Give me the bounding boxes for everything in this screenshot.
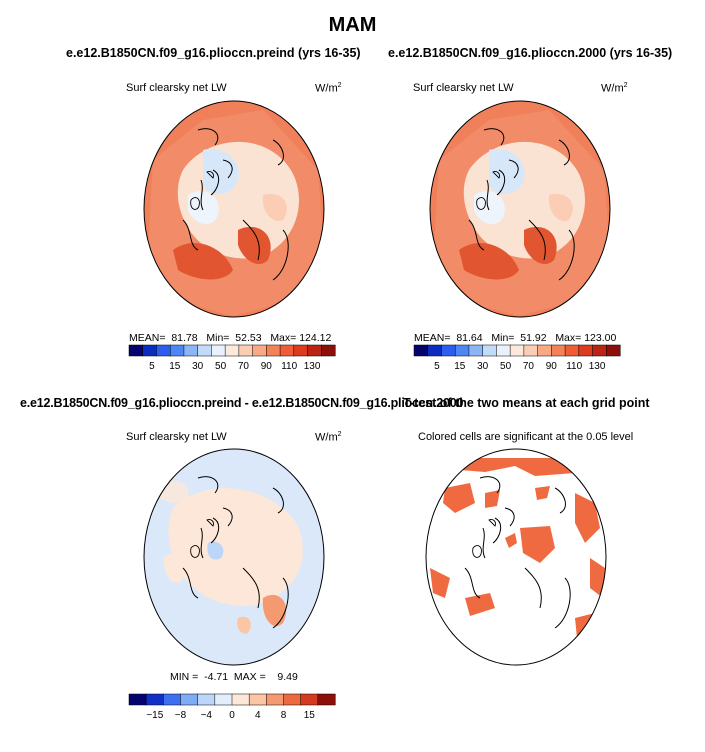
colorbar-tick-label: 70	[523, 361, 535, 372]
colorbar-cell	[252, 344, 267, 357]
colorbar-tick-label: 5	[149, 361, 155, 372]
panel1-map	[143, 100, 325, 318]
colorbar-cell	[307, 344, 322, 357]
panel2-subtitle: Surf clearsky net LW	[413, 82, 514, 94]
panel3-stats: MIN = -4.71 MAX = 9.49	[170, 671, 298, 683]
colorbar-cell	[482, 344, 497, 357]
colorbar-tick-label: 90	[261, 361, 273, 372]
colorbar-tick-label: 70	[238, 361, 250, 372]
colorbar-tick-label: 15	[454, 361, 466, 372]
panel4-map	[425, 448, 607, 666]
colorbar-tick-label: 50	[500, 361, 512, 372]
colorbar-cell	[279, 344, 295, 357]
colorbar-cell	[592, 344, 607, 357]
colorbar-cell	[441, 344, 456, 357]
colorbar-tick-label: 90	[546, 361, 558, 372]
panel2-colorbar: 5 15 30 50 70 90 110 130	[413, 344, 621, 372]
colorbar-cell	[321, 344, 336, 357]
panel3-units: W/m2	[315, 431, 342, 444]
colorbar-tick-label: −8	[175, 710, 187, 721]
panel2-stats: MEAN= 81.64 Min= 51.92 Max= 123.00	[414, 332, 617, 344]
colorbar-tick-label: 8	[281, 710, 287, 721]
colorbar-cell	[169, 344, 185, 357]
colorbar-cell	[266, 693, 285, 706]
panel3-colorbar: −15 −8 −4 0 4 8 15	[128, 693, 336, 721]
colorbar-tick-label: 130	[589, 361, 606, 372]
panel2-title: e.e12.B1850CN.f09_g16.plioccn.2000 (yrs …	[388, 46, 673, 60]
panel1-colorbar: 5 15 30 50 70 90 110 130	[128, 344, 336, 372]
colorbar-cell	[454, 344, 470, 357]
panel4-title: T-test of the two means at each grid poi…	[403, 396, 650, 410]
panel1-subtitle: Surf clearsky net LW	[126, 82, 227, 94]
colorbar-cell	[214, 693, 233, 706]
colorbar-cell	[238, 344, 254, 357]
colorbar-cell	[231, 693, 250, 706]
colorbar-cell	[156, 344, 171, 357]
colorbar-tick-label: −4	[201, 710, 213, 721]
colorbar-cell	[551, 344, 566, 357]
colorbar-cell	[413, 344, 429, 357]
colorbar-cell	[211, 344, 226, 357]
colorbar-cell	[606, 344, 621, 357]
colorbar-cell	[468, 344, 484, 357]
colorbar-tick-label: 110	[566, 361, 582, 372]
colorbar-cell	[183, 344, 199, 357]
colorbar-tick-label: 130	[304, 361, 321, 372]
colorbar-cell	[266, 344, 281, 357]
colorbar-cell	[293, 344, 309, 357]
panel1-title: e.e12.B1850CN.f09_g16.plioccn.preind (yr…	[66, 46, 361, 60]
colorbar-cell	[283, 693, 302, 706]
panel3-subtitle: Surf clearsky net LW	[126, 431, 227, 443]
colorbar-tick-label: 30	[477, 361, 489, 372]
colorbar-cell	[564, 344, 580, 357]
colorbar-cell	[248, 693, 267, 706]
colorbar-cell	[509, 344, 525, 357]
colorbar-cell	[128, 693, 147, 706]
colorbar-tick-label: 15	[304, 710, 316, 721]
colorbar-cell	[142, 344, 158, 357]
colorbar-cell	[317, 693, 336, 706]
panel3-map	[143, 448, 325, 666]
colorbar-tick-label: 30	[192, 361, 204, 372]
colorbar-cell	[496, 344, 511, 357]
panel4-subtitle: Colored cells are significant at the 0.0…	[418, 431, 634, 443]
colorbar-cell	[145, 693, 164, 706]
colorbar-tick-label: 0	[229, 710, 235, 721]
colorbar-cell	[163, 693, 182, 706]
colorbar-tick-label: 15	[169, 361, 181, 372]
colorbar-cell	[180, 693, 199, 706]
colorbar-cell	[128, 344, 144, 357]
colorbar-cell	[224, 344, 240, 357]
colorbar-cell	[523, 344, 539, 357]
colorbar-cell	[197, 693, 216, 706]
colorbar-cell	[537, 344, 552, 357]
panel1-stats: MEAN= 81.78 Min= 52.53 Max= 124.12	[129, 332, 332, 344]
colorbar-cell	[427, 344, 443, 357]
panel2-map	[429, 100, 611, 318]
panel1-units: W/m2	[315, 82, 342, 95]
colorbar-cell	[197, 344, 212, 357]
colorbar-tick-label: 50	[215, 361, 227, 372]
main-title: MAM	[328, 14, 377, 36]
colorbar-cell	[300, 693, 319, 706]
colorbar-tick-label: −15	[146, 710, 163, 721]
colorbar-tick-label: 110	[281, 361, 297, 372]
panel2-units: W/m2	[601, 82, 628, 95]
colorbar-tick-label: 4	[255, 710, 261, 721]
colorbar-cell	[578, 344, 594, 357]
colorbar-tick-label: 5	[434, 361, 440, 372]
panel3-title: e.e12.B1850CN.f09_g16.plioccn.preind - e…	[20, 396, 464, 410]
